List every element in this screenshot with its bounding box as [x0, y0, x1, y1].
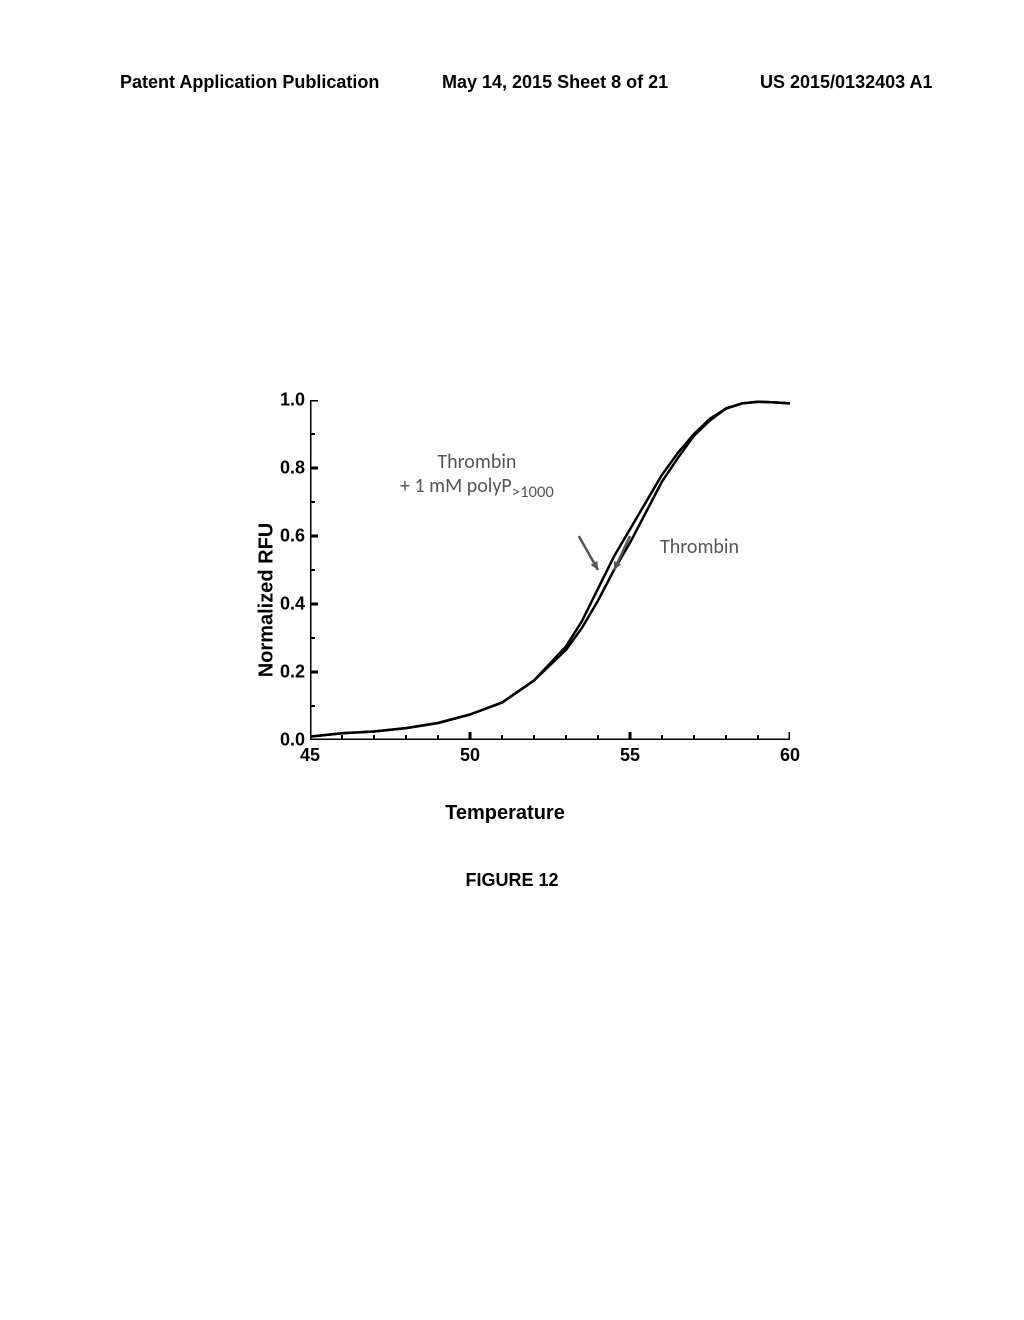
y-tick-label: 0.6: [280, 526, 305, 547]
header-date-sheet: May 14, 2015 Sheet 8 of 21: [442, 72, 668, 93]
x-tick-label: 50: [460, 745, 480, 766]
y-tick-label: 0.8: [280, 458, 305, 479]
figure-caption: FIGURE 12: [465, 870, 558, 891]
header-publication: Patent Application Publication: [120, 72, 379, 93]
y-tick-label: 1.0: [280, 390, 305, 411]
x-tick-label: 55: [620, 745, 640, 766]
y-tick-label: 0.4: [280, 594, 305, 615]
annotation-polyp-line2: + 1 mM polyP>1000: [400, 474, 554, 502]
chart-container: Normalized RFU 0.00.20.40.60.81.0 455055…: [215, 390, 795, 810]
x-tick-label: 45: [300, 745, 320, 766]
annotation-polyp: Thrombin + 1 mM polyP>1000: [400, 450, 554, 502]
y-tick-label: 0.2: [280, 662, 305, 683]
annotation-thrombin: Thrombin: [660, 535, 739, 559]
annotation-polyp-line1: Thrombin: [400, 450, 554, 474]
y-axis-label: Normalized RFU: [256, 523, 279, 677]
header-docnumber: US 2015/0132403 A1: [760, 72, 932, 93]
x-tick-label: 60: [780, 745, 800, 766]
x-axis-label: Temperature: [445, 802, 565, 825]
